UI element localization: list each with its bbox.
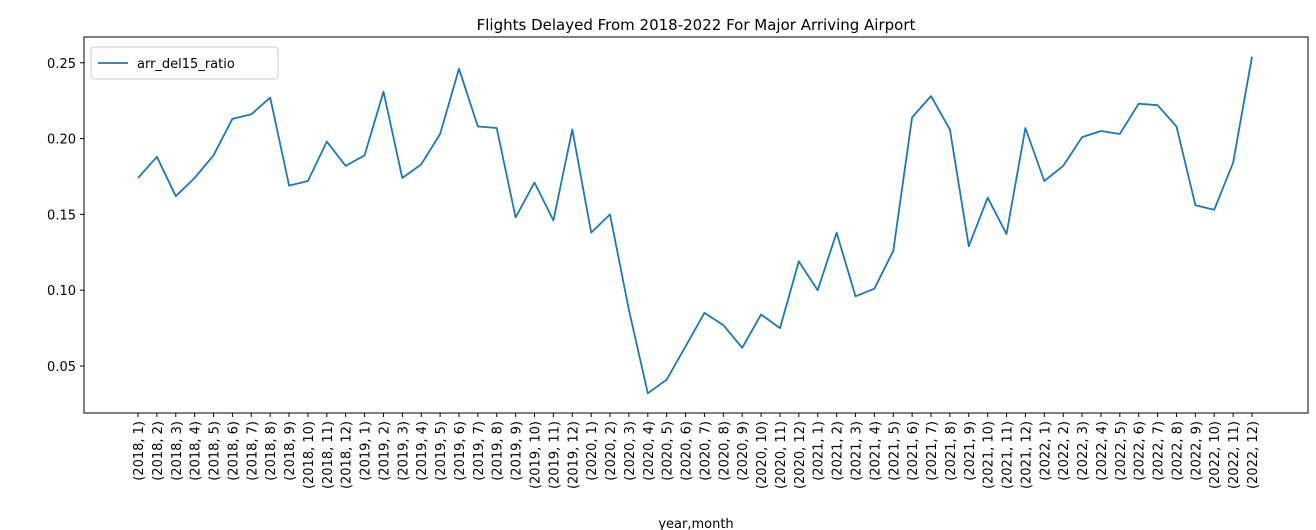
- x-tick-label: (2020, 5): [661, 421, 676, 481]
- x-tick-label: (2021, 1): [812, 421, 827, 481]
- x-tick-label: (2022, 1): [1038, 421, 1053, 481]
- x-tick-label: (2022, 10): [1208, 421, 1223, 489]
- y-tick-label: 0.15: [47, 208, 76, 223]
- x-tick-label: (2019, 7): [472, 421, 487, 481]
- x-tick-label: (2021, 3): [849, 421, 864, 481]
- x-tick-label: (2018, 5): [208, 421, 223, 481]
- x-tick-label: (2020, 8): [717, 421, 732, 481]
- x-tick-label: (2019, 11): [547, 421, 562, 489]
- x-tick-label: (2022, 11): [1227, 421, 1242, 489]
- x-tick-label: (2018, 9): [283, 421, 298, 481]
- x-tick-label: (2018, 3): [170, 421, 185, 481]
- x-tick-label: (2021, 6): [906, 421, 921, 481]
- x-tick-label: (2020, 7): [698, 421, 713, 481]
- x-tick-label: (2020, 4): [642, 421, 657, 481]
- x-tick-label: (2019, 1): [359, 421, 374, 481]
- x-tick-label: (2019, 6): [453, 421, 468, 481]
- x-tick-label: (2020, 6): [680, 421, 695, 481]
- x-tick-label: (2019, 12): [566, 421, 581, 489]
- x-tick-label: (2019, 4): [415, 421, 430, 481]
- x-tick-label: (2021, 5): [887, 421, 902, 481]
- x-tick-label: (2018, 4): [189, 421, 204, 481]
- legend-box: [90, 46, 279, 80]
- x-tick-label: (2021, 8): [944, 421, 959, 481]
- x-tick-label: (2020, 3): [623, 421, 638, 481]
- x-tick-label: (2019, 10): [529, 421, 544, 489]
- y-tick-label: 0.25: [47, 57, 76, 72]
- x-tick-label: (2021, 12): [1019, 421, 1034, 489]
- x-tick-label: (2018, 7): [245, 421, 260, 481]
- y-tick-label: 0.20: [47, 133, 76, 148]
- x-tick-label: (2019, 8): [491, 421, 506, 481]
- x-tick-label: (2020, 12): [793, 421, 808, 489]
- x-tick-label: (2022, 5): [1114, 421, 1129, 481]
- x-tick-label: (2021, 11): [1001, 421, 1016, 489]
- x-tick-label: (2022, 12): [1246, 421, 1261, 489]
- x-tick-label: (2020, 11): [774, 421, 789, 489]
- x-tick-label: (2018, 1): [132, 421, 147, 481]
- plot-frame: [83, 36, 1309, 414]
- y-tick-label: 0.05: [47, 360, 76, 375]
- x-tick-label: (2022, 2): [1057, 421, 1072, 481]
- x-tick-label: (2022, 4): [1095, 421, 1110, 481]
- x-tick-label: (2019, 3): [396, 421, 411, 481]
- x-tick-label: (2019, 5): [434, 421, 449, 481]
- x-tick-label: (2020, 10): [755, 421, 770, 489]
- x-tick-label: (2018, 8): [264, 421, 279, 481]
- x-tick-label: (2022, 9): [1189, 421, 1204, 481]
- x-tick-label: (2022, 7): [1152, 421, 1167, 481]
- x-tick-label: (2018, 12): [340, 421, 355, 489]
- legend-label: arr_del15_ratio: [137, 57, 235, 72]
- x-tick-label: (2018, 2): [151, 421, 166, 481]
- x-axis-label: year,month: [658, 517, 733, 530]
- x-tick-label: (2019, 9): [510, 421, 525, 481]
- x-tick-label: (2020, 1): [585, 421, 600, 481]
- series-layer: [137, 56, 1253, 395]
- x-tick-label: (2021, 4): [868, 421, 883, 481]
- x-tick-label: (2021, 10): [982, 421, 997, 489]
- x-axis: (2018, 1) (2018, 2) (2018, 3) (2018, 4) (201…: [132, 413, 1261, 489]
- x-tick-label: (2018, 6): [226, 421, 241, 481]
- x-tick-label: (2022, 3): [1076, 421, 1091, 481]
- x-tick-label: (2018, 11): [321, 421, 336, 489]
- x-tick-label: (2018, 10): [302, 421, 317, 489]
- x-tick-label: (2022, 8): [1170, 421, 1185, 481]
- x-tick-label: (2020, 9): [736, 421, 751, 481]
- y-axis: 0.05 0.10 0.15 0.20 0.25: [47, 57, 84, 375]
- legend: arr_del15_ratio: [90, 46, 279, 80]
- x-tick-label: (2021, 9): [963, 421, 978, 481]
- y-tick-label: 0.10: [47, 284, 76, 299]
- x-tick-label: (2019, 2): [377, 421, 392, 481]
- x-tick-label: (2022, 6): [1133, 421, 1148, 481]
- x-tick-label: (2020, 2): [604, 421, 619, 481]
- chart-title: Flights Delayed From 2018-2022 For Major…: [477, 16, 916, 34]
- series-line-arr_del15_ratio: [137, 56, 1253, 395]
- x-tick-label: (2021, 2): [831, 421, 846, 481]
- x-tick-label: (2021, 7): [925, 421, 940, 481]
